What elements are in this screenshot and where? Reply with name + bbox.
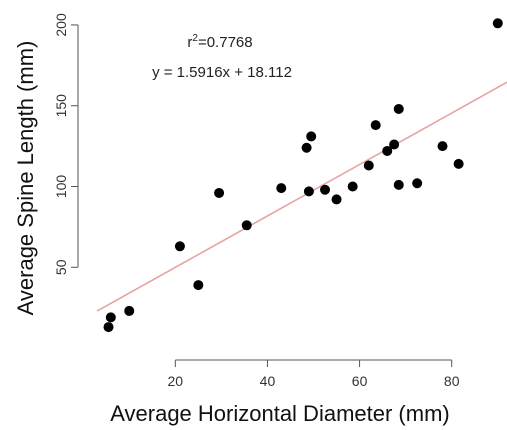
- y-axis-label: Average Spine Length (mm): [13, 41, 38, 316]
- data-point: [303, 186, 314, 197]
- r-squared-value: =0.7768: [198, 34, 253, 51]
- data-point: [331, 194, 342, 205]
- data-point: [363, 160, 374, 171]
- data-point: [103, 322, 114, 333]
- data-point: [412, 178, 423, 189]
- data-point: [301, 142, 312, 153]
- data-point: [393, 103, 404, 114]
- y-tick-label: 100: [53, 175, 69, 199]
- regression-line: [96, 81, 507, 312]
- data-point: [124, 305, 135, 316]
- data-point: [174, 241, 185, 252]
- r-squared-symbol: r: [187, 34, 192, 51]
- y-tick-label: 150: [53, 94, 69, 118]
- data-point: [320, 184, 331, 195]
- data-point: [241, 220, 252, 231]
- r-squared-exponent: 2: [192, 33, 198, 44]
- data-point: [276, 183, 287, 194]
- y-tick-label: 200: [53, 13, 69, 37]
- x-tick-label: 60: [352, 373, 368, 389]
- data-point: [389, 139, 400, 150]
- x-tick-label: 80: [444, 373, 460, 389]
- data-point: [437, 141, 448, 152]
- axes: 20 40 60 80 50 100 150 200: [53, 13, 460, 389]
- data-point: [393, 179, 404, 190]
- y-tick-label: 50: [53, 259, 69, 275]
- regression-equation: y = 1.5916x + 18.112: [152, 64, 292, 81]
- data-point: [214, 187, 225, 198]
- data-point: [105, 312, 116, 323]
- x-tick-label: 40: [260, 373, 276, 389]
- x-axis-label: Average Horizontal Diameter (mm): [110, 401, 449, 426]
- data-point: [306, 131, 317, 142]
- data-point: [193, 280, 204, 291]
- data-point: [370, 120, 381, 131]
- x-tick-label: 20: [168, 373, 184, 389]
- r-squared-annotation: r2=0.7768: [187, 33, 252, 51]
- data-point: [347, 181, 358, 192]
- data-point: [382, 145, 393, 156]
- data-points: [103, 18, 503, 333]
- data-point: [453, 158, 464, 169]
- data-point: [492, 18, 503, 29]
